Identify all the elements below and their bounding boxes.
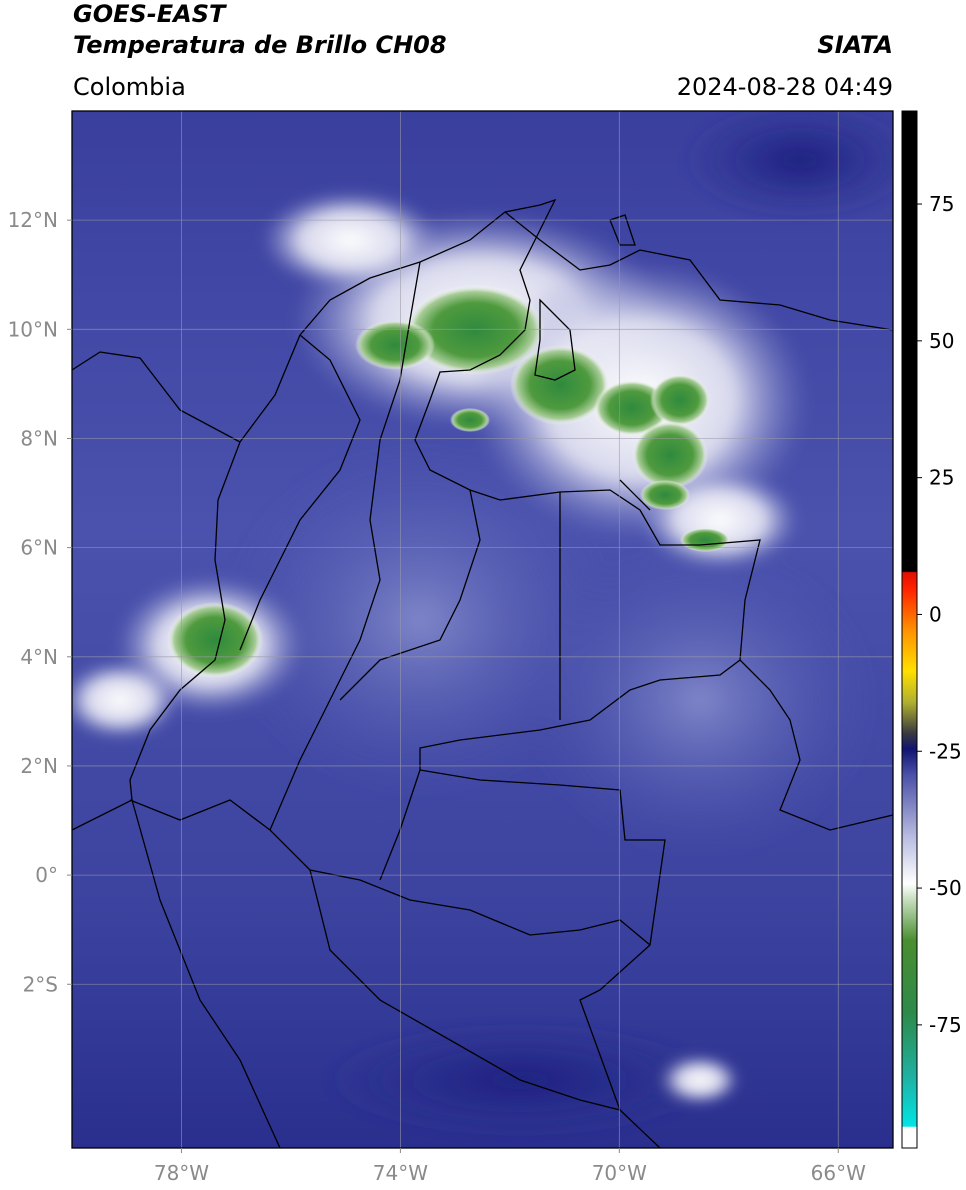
borders [72, 198, 893, 1148]
colorbar-tick-label: -25 [929, 739, 962, 763]
y-tick-label: 2°N [20, 754, 58, 778]
grid [72, 111, 893, 1148]
colorbar-tick-label: -50 [929, 876, 962, 900]
colorbar [901, 110, 918, 1149]
colorbar-tick-label: 50 [929, 329, 954, 353]
title: GOES-EAST [73, 0, 227, 28]
datetime: 2024-08-28 04:49 [677, 73, 893, 101]
x-tick-label: 78°W [154, 1161, 209, 1185]
y-tick-label: 6°N [20, 536, 58, 560]
colorbar-tick-label: 0 [929, 602, 942, 626]
map-frame [71, 110, 894, 1149]
x-tick-label: 74°W [373, 1161, 428, 1185]
y-tick-label: 2°S [23, 972, 58, 996]
y-tick-label: 10°N [8, 317, 58, 341]
subtitle: Temperatura de Brillo CH08 [73, 31, 447, 59]
x-tick-label: 66°W [811, 1161, 866, 1185]
y-tick-label: 12°N [8, 208, 58, 232]
satellite-image [72, 111, 893, 1148]
source: SIATA [817, 31, 893, 59]
y-tick-label: 0° [35, 863, 58, 887]
y-tick-label: 4°N [20, 645, 58, 669]
colorbar-tick-label: -75 [929, 1013, 962, 1037]
colorbar-tick-label: 25 [929, 466, 954, 490]
colorbar-tick-label: 75 [929, 192, 954, 216]
x-tick-label: 70°W [592, 1161, 647, 1185]
y-tick-label: 8°N [20, 426, 58, 450]
region: Colombia [73, 73, 186, 101]
